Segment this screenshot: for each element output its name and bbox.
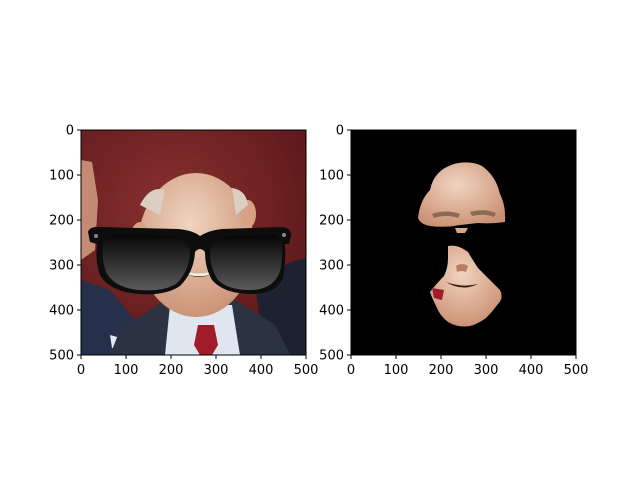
y-tick-label: 300 [319, 259, 344, 274]
x-tick-label: 500 [564, 363, 589, 378]
y-tick-label: 400 [319, 304, 344, 319]
right-plot-frame [350, 129, 577, 356]
x-tick-label: 200 [429, 363, 454, 378]
y-tick-label: 500 [319, 349, 344, 364]
sunglasses-icon [88, 226, 292, 295]
left-plot-frame [80, 129, 307, 356]
x-tick-label: 300 [474, 363, 499, 378]
x-tick-label: 0 [77, 363, 85, 378]
right-image [351, 130, 576, 355]
y-tick-label: 100 [319, 169, 344, 184]
x-tick-label: 400 [519, 363, 544, 378]
x-tick-label: 0 [347, 363, 355, 378]
y-tick-label: 100 [49, 169, 74, 184]
x-tick-label: 400 [249, 363, 274, 378]
x-tick-label: 300 [204, 363, 229, 378]
x-tick-label: 100 [384, 363, 409, 378]
y-tick-label: 0 [336, 124, 344, 139]
y-tick-label: 400 [49, 304, 74, 319]
y-tick-label: 0 [66, 124, 74, 139]
x-tick-label: 500 [294, 363, 319, 378]
x-tick-label: 200 [159, 363, 184, 378]
y-tick-label: 500 [49, 349, 74, 364]
y-tick-label: 300 [49, 259, 74, 274]
x-tick-label: 100 [114, 363, 139, 378]
y-tick-label: 200 [49, 214, 74, 229]
y-tick-label: 200 [319, 214, 344, 229]
